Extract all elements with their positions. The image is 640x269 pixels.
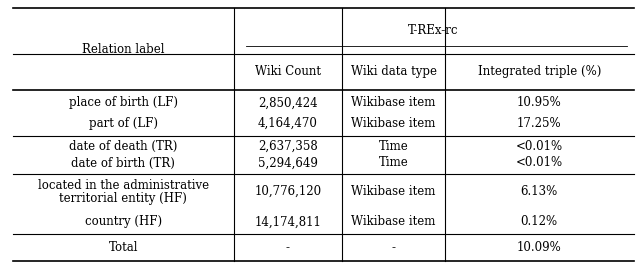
Text: Time: Time: [379, 140, 408, 153]
Text: <0.01%: <0.01%: [516, 140, 563, 153]
Text: 10.09%: 10.09%: [517, 241, 561, 254]
Text: 10.95%: 10.95%: [517, 96, 561, 109]
Text: located in the administrative: located in the administrative: [38, 179, 209, 192]
Text: 4,164,470: 4,164,470: [258, 116, 318, 130]
Text: Time: Time: [379, 157, 408, 169]
Text: -: -: [392, 241, 396, 254]
Text: 10,776,120: 10,776,120: [255, 185, 321, 198]
Text: date of birth (TR): date of birth (TR): [71, 157, 175, 169]
Text: territorial entity (HF): territorial entity (HF): [60, 192, 187, 206]
Text: Wikibase item: Wikibase item: [351, 185, 436, 198]
Text: 2,637,358: 2,637,358: [258, 140, 318, 153]
Text: place of birth (LF): place of birth (LF): [68, 96, 178, 109]
Text: part of (LF): part of (LF): [89, 116, 157, 130]
Text: Relation label: Relation label: [82, 43, 164, 56]
Text: Wikibase item: Wikibase item: [351, 215, 436, 228]
Text: Integrated triple (%): Integrated triple (%): [477, 65, 601, 79]
Text: 14,174,811: 14,174,811: [255, 215, 321, 228]
Text: T-REx-rc: T-REx-rc: [408, 24, 459, 37]
Text: Wiki Count: Wiki Count: [255, 65, 321, 79]
Text: 0.12%: 0.12%: [520, 215, 558, 228]
Text: 2,850,424: 2,850,424: [258, 96, 318, 109]
Text: Wiki data type: Wiki data type: [351, 65, 436, 79]
Text: -: -: [286, 241, 290, 254]
Text: Total: Total: [108, 241, 138, 254]
Text: 5,294,649: 5,294,649: [258, 157, 318, 169]
Text: Wikibase item: Wikibase item: [351, 116, 436, 130]
Text: <0.01%: <0.01%: [516, 157, 563, 169]
Text: 17.25%: 17.25%: [517, 116, 561, 130]
Text: Wikibase item: Wikibase item: [351, 96, 436, 109]
Text: date of death (TR): date of death (TR): [69, 140, 177, 153]
Text: country (HF): country (HF): [84, 215, 162, 228]
Text: 6.13%: 6.13%: [520, 185, 558, 198]
